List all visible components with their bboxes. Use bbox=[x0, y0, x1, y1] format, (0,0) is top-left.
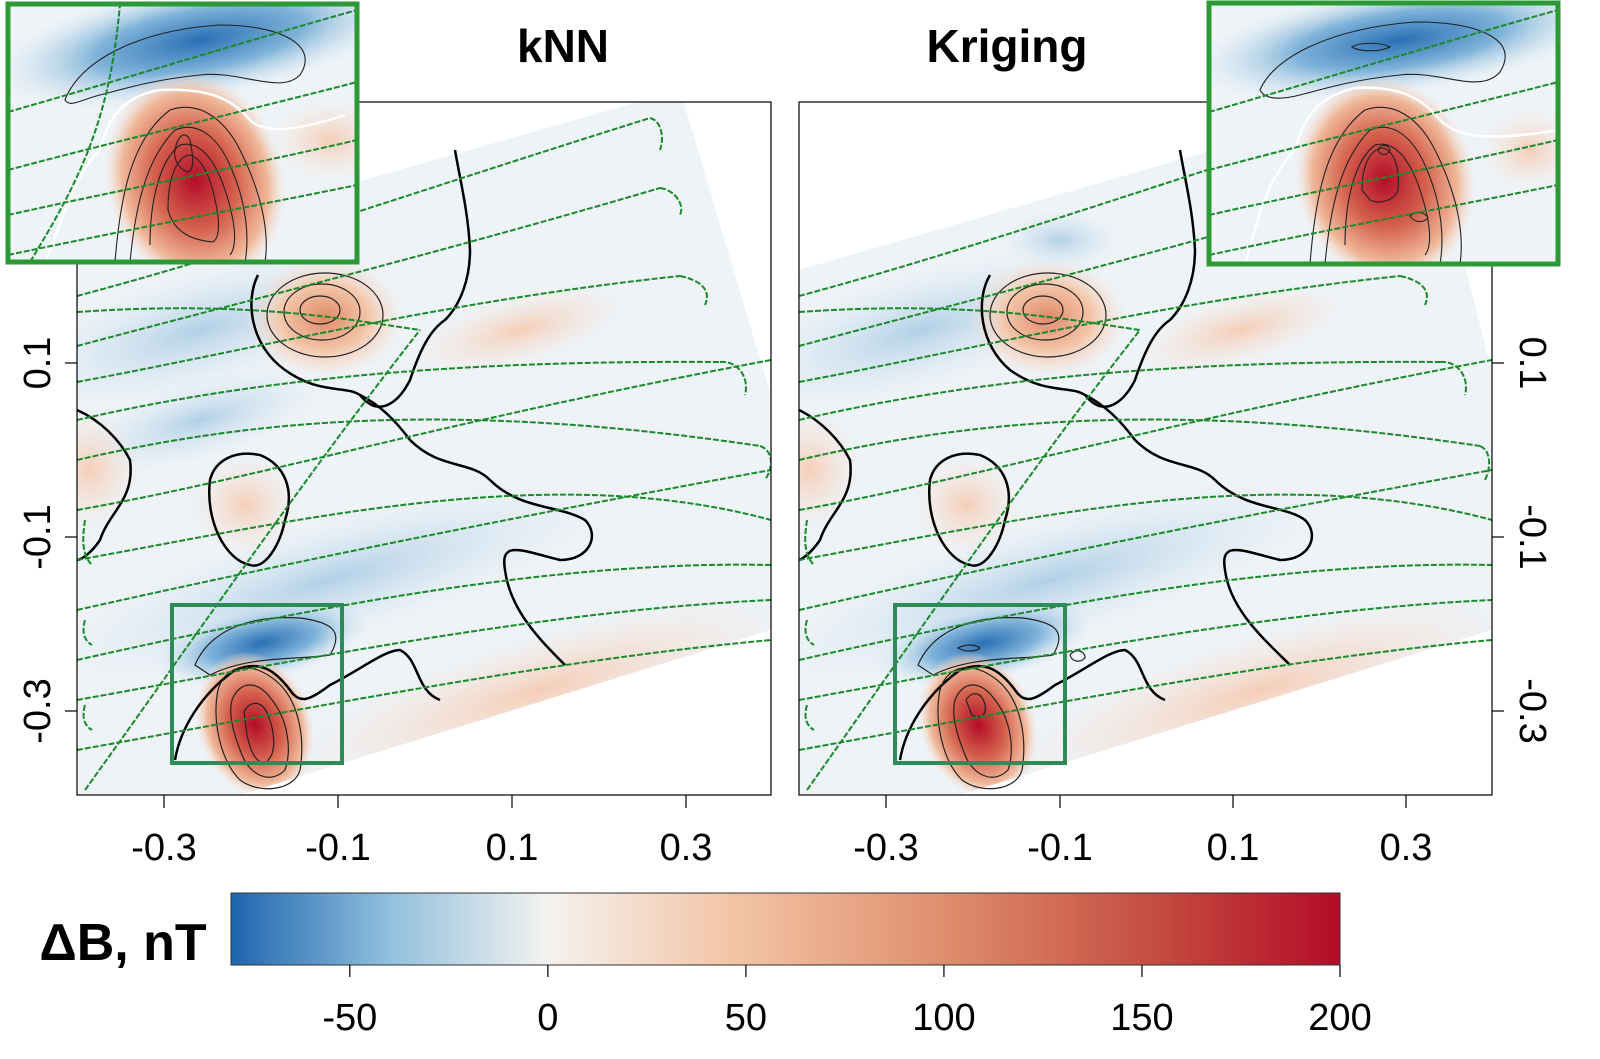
kriging-title: Kriging bbox=[927, 20, 1088, 72]
colorbar: ΔB, nT -50 0 50 100 150 200 bbox=[39, 892, 1372, 1039]
panel-knn: -0.3 -0.1 0.1 0.3 0.1 -0.1 -0.3 kNN bbox=[5, 1, 772, 869]
kriging-zero-contours bbox=[799, 149, 1314, 761]
kriging-anomaly-small bbox=[912, 455, 1022, 555]
panel-kriging: -0.3 -0.1 0.1 0.3 0.1 -0.1 -0.3 Kriging bbox=[798, 0, 1561, 869]
knn-pos-band bbox=[77, 285, 771, 783]
knn-anomaly-north bbox=[245, 258, 405, 378]
knn-blank-corner bbox=[240, 630, 771, 795]
knn-inset-frame bbox=[5, 1, 360, 265]
colorbar-tick-label: 100 bbox=[912, 997, 975, 1039]
kriging-blank-corner bbox=[960, 630, 1492, 795]
kriging-y-axis: 0.1 -0.1 -0.3 bbox=[1492, 337, 1553, 744]
knn-y-axis: 0.1 -0.1 -0.3 bbox=[17, 337, 77, 744]
kriging-x-tick-label: 0.1 bbox=[1207, 827, 1260, 869]
knn-title: kNN bbox=[517, 20, 609, 72]
kriging-x-axis: -0.3 -0.1 0.1 0.3 bbox=[853, 795, 1432, 869]
kriging-heatmap bbox=[799, 102, 1492, 795]
knn-x-tick-label: -0.3 bbox=[131, 827, 196, 869]
knn-x-axis: -0.3 -0.1 0.1 0.3 bbox=[131, 795, 712, 869]
kriging-x-tick-label: 0.3 bbox=[1380, 827, 1433, 869]
knn-x-tick-label: 0.1 bbox=[486, 827, 539, 869]
knn-x-tick-label: -0.1 bbox=[305, 827, 370, 869]
colorbar-gradient bbox=[230, 892, 1341, 966]
colorbar-tick-label: 200 bbox=[1308, 997, 1371, 1039]
colorbar-tick-label: -50 bbox=[322, 997, 377, 1039]
knn-y-tick-label: -0.3 bbox=[17, 678, 59, 743]
knn-x-tick-label: 0.3 bbox=[660, 827, 713, 869]
knn-inset bbox=[5, 1, 360, 265]
kriging-plot-frame bbox=[798, 101, 1493, 796]
kriging-y-tick-label: 0.1 bbox=[1511, 337, 1553, 390]
kriging-x-tick-label: -0.1 bbox=[1027, 827, 1092, 869]
knn-y-tick-label: 0.1 bbox=[17, 337, 59, 390]
kriging-x-tick-label: -0.3 bbox=[853, 827, 918, 869]
kriging-zoom-box bbox=[893, 603, 1067, 765]
colorbar-label: ΔB, nT bbox=[39, 914, 207, 972]
colorbar-tick-label: 0 bbox=[537, 997, 558, 1039]
kriging-y-tick-label: -0.1 bbox=[1511, 504, 1553, 569]
kriging-y-tick-label: -0.3 bbox=[1511, 678, 1553, 743]
kriging-anomaly-north bbox=[968, 258, 1128, 378]
kriging-inset-frame bbox=[1206, 0, 1561, 267]
knn-y-tick-label: -0.1 bbox=[17, 504, 59, 569]
knn-zero-contours bbox=[77, 149, 594, 761]
colorbar-ticks: -50 0 50 100 150 200 bbox=[322, 965, 1372, 1039]
knn-plot-frame bbox=[76, 101, 772, 796]
knn-heatmap bbox=[77, 102, 771, 795]
kriging-pos-band bbox=[799, 285, 1492, 783]
colorbar-tick-label: 150 bbox=[1110, 997, 1173, 1039]
kriging-inset bbox=[1206, 0, 1561, 267]
knn-zoom-box bbox=[170, 603, 344, 765]
knn-anomaly-small bbox=[190, 455, 300, 555]
colorbar-tick-label: 50 bbox=[725, 997, 767, 1039]
